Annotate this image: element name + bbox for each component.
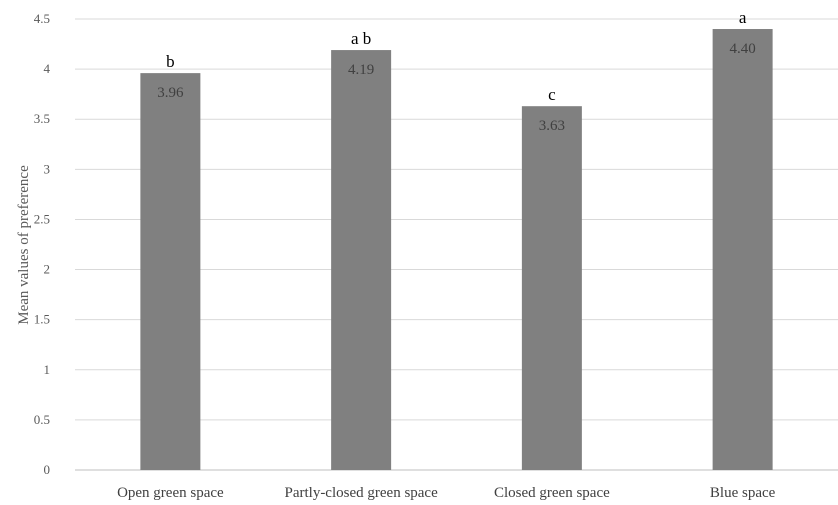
y-tick-label: 2.5: [34, 211, 50, 226]
x-category-label: Closed green space: [494, 485, 610, 501]
significance-letter: b: [166, 52, 175, 71]
y-tick-label: 3: [44, 161, 51, 176]
y-tick-label: 4.5: [34, 11, 50, 26]
significance-letter: a b: [351, 29, 371, 48]
significance-letter: c: [548, 85, 556, 104]
bar-value-label: 3.63: [539, 118, 565, 134]
x-category-label: Blue space: [710, 485, 776, 501]
y-axis-ticks: 0 0.5 1 1.5 2 2.5 3 3.5 4 4.5: [34, 11, 51, 477]
x-category-label: Partly-closed green space: [284, 485, 438, 501]
x-axis-categories: Open green space Partly-closed green spac…: [117, 485, 776, 501]
x-category-label: Open green space: [117, 485, 224, 501]
y-tick-label: 2: [44, 262, 51, 277]
y-tick-label: 1.5: [34, 312, 50, 327]
y-tick-label: 0.5: [34, 412, 50, 427]
bar: [331, 50, 392, 471]
bars: 3.96 b 4.19 a b 3.63 c 4.40 a: [140, 8, 773, 471]
y-axis-title: Mean values of preference: [16, 165, 32, 325]
bar-value-label: 4.40: [730, 41, 756, 57]
bar-value-label: 3.96: [157, 85, 184, 101]
bar-value-label: 4.19: [348, 62, 374, 78]
bar: [712, 29, 773, 471]
bar: [140, 73, 201, 471]
significance-letter: a: [739, 8, 747, 27]
bar: [521, 106, 582, 471]
y-tick-label: 4: [44, 61, 51, 76]
gridlines: [75, 18, 838, 471]
y-tick-label: 1: [44, 362, 51, 377]
y-tick-label: 0: [44, 462, 51, 477]
y-tick-label: 3.5: [34, 111, 50, 126]
